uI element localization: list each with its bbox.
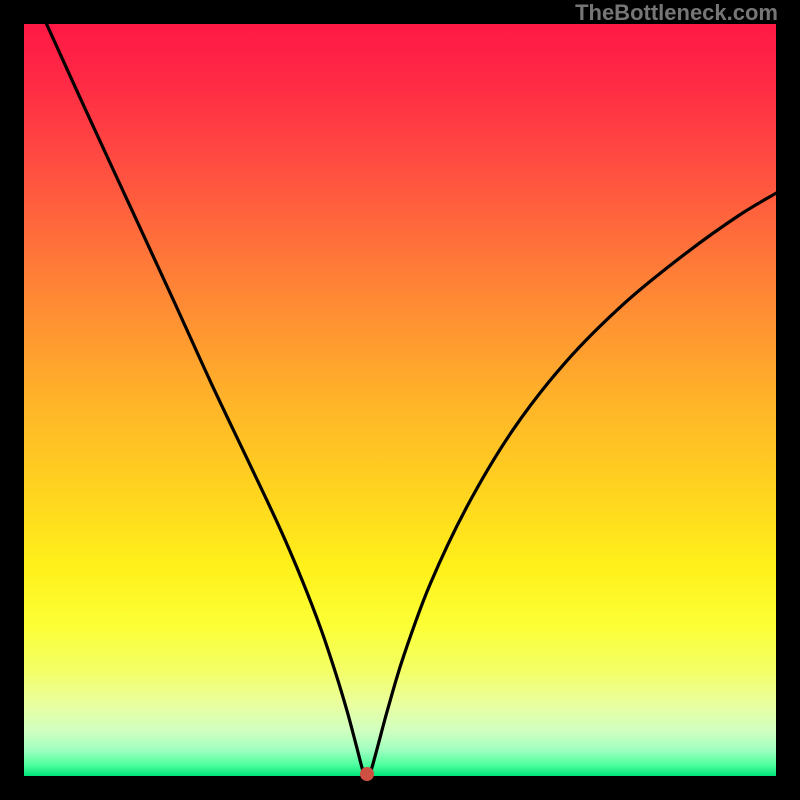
watermark-text: TheBottleneck.com xyxy=(575,0,778,26)
bottleneck-curve xyxy=(24,24,776,776)
plot-area xyxy=(24,24,776,776)
min-marker xyxy=(360,767,374,781)
